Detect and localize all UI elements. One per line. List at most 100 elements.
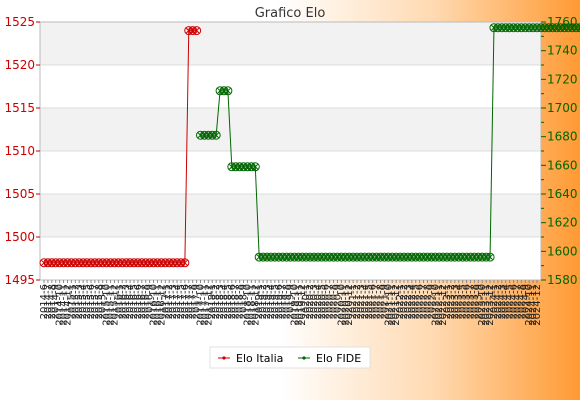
point-marker [180,258,190,268]
x-tick-label: 2019-2 [258,284,269,319]
x-tick-label: 2019-10 [289,284,300,326]
x-tick-label: 2015-8 [94,284,105,319]
x-tick-label: 2014-7 [43,284,54,319]
x-tick-label: 2021-5 [364,284,375,319]
x-tick-label: 2021-9 [379,284,390,319]
x-tick-label: 2024-7 [512,284,523,319]
x-tick-label: 2024-12 [532,284,543,326]
x-tick-label: 2015-10 [102,284,113,326]
series-0 [39,26,202,268]
x-tick-label: 2024-3 [497,284,508,319]
x-tick-label: 2015-12 [109,284,120,326]
legend: Elo Italia Elo FIDE [209,346,371,369]
x-tick-label: 2017-7 [184,284,195,319]
grid-band [40,108,541,151]
x-tick-label: 2015-7 [90,284,101,319]
x-tick-label: 2016-9 [145,284,156,319]
legend-swatch-dot [222,356,226,360]
x-tick-label: 2021-10 [383,284,394,326]
x-tick-label: 2021-7 [372,284,383,319]
x-tick-label: 2018-11 [246,284,257,326]
x-tick-label: 2016-5 [129,284,140,319]
x-tick-label: 2023-4 [454,284,465,319]
x-tick-label: 2019-6 [274,284,285,319]
point-marker [485,252,495,262]
series-line [44,30,197,264]
left-axis: 1495 1500 1505 1510 1515 1520 1525 [4,15,40,287]
x-tick-label: 2018-2 [211,284,222,319]
x-tick-label: 2019-9 [286,284,297,319]
right-tick-label: 1720 [547,72,578,86]
x-tick-label: 2022-1 [395,284,406,319]
x-tick-label: 2018-4 [219,284,230,319]
x-tick-label: 2018-7 [231,284,242,319]
x-tick-label: 2020-6 [321,284,332,319]
x-tick-label: 2017-3 [168,284,179,319]
data-point [485,252,495,262]
grid-band [40,22,541,65]
data-point [180,258,190,268]
data-point [211,130,221,140]
x-tick-label: 2024-11 [528,284,539,326]
x-tick-label: 2014-12 [62,284,73,326]
x-tick-label: 2015-9 [98,284,109,319]
x-tick-label: 2016-2 [117,284,128,319]
left-tick-label: 1495 [4,273,35,287]
x-tick-label: 2019-5 [270,284,281,319]
right-tick-label: 1660 [547,158,578,172]
x-tick-label: 2017-11 [199,284,210,326]
series-1 [196,23,580,262]
x-tick-label: 2023-12 [485,284,496,326]
x-tick-label: 2023-11 [481,284,492,326]
x-tick-label: 2021-2 [352,284,363,319]
x-tick-label: 2017-2 [164,284,175,319]
x-tick-label: 2020-9 [332,284,343,319]
x-tick-label: 2019-1 [254,284,265,319]
x-tick-label: 2022-6 [415,284,426,319]
x-tick-label: 2018-12 [250,284,261,326]
x-tick-label: 2017-1 [160,284,171,319]
x-tick-label: 2020-3 [309,284,320,319]
x-tick-label: 2020-2 [305,284,316,319]
point-cross [577,27,580,31]
x-tick-label: 2021-11 [387,284,398,326]
x-tick-label: 2018-6 [227,284,238,319]
x-tick-label: 2022-11 [434,284,445,326]
x-tick-label: 2019-3 [262,284,273,319]
x-tick-label: 2016-6 [133,284,144,319]
x-tick-label: 2022-2 [399,284,410,319]
x-tick-label: 2024-2 [493,284,504,319]
right-tick-label: 1680 [547,130,578,144]
point-marker [250,162,260,172]
x-tick-label: 2019-4 [266,284,277,319]
x-tick-label: 2024-8 [516,284,527,319]
x-tick-label: 2016-1 [113,284,124,319]
right-tick-label: 1760 [547,15,578,29]
point-cross [213,132,220,139]
x-tick-label: 2015-4 [78,284,89,319]
point-marker [192,26,202,36]
x-tick-label: 2016-12 [156,284,167,326]
x-tick-label: 2022-5 [411,284,422,319]
legend-label: Elo FIDE [316,352,361,365]
x-tick-label: 2019-8 [282,284,293,319]
right-axis: 1580 1600 1620 1640 1660 1680 1700 1720 1740 1760 [541,15,578,287]
right-tick-label: 1620 [547,216,578,230]
series-layer [39,23,580,268]
x-tick-label: 2018-10 [242,284,253,326]
x-tick-label: 2024-1 [489,284,500,319]
left-tick-label: 1500 [4,230,35,244]
right-tick-label: 1700 [547,101,578,115]
x-tick-label: 2021-8 [375,284,386,319]
left-tick-label: 1510 [4,144,35,158]
x-tick-label: 2021-6 [368,284,379,319]
x-tick-label: 2018-3 [215,284,226,319]
x-tick-label: 2015-11 [106,284,117,326]
x-tick-label: 2023-5 [458,284,469,319]
data-point [575,23,580,33]
x-tick-label: 2015-3 [74,284,85,319]
point-cross [577,24,580,29]
x-tick-label: 2020-10 [336,284,347,326]
